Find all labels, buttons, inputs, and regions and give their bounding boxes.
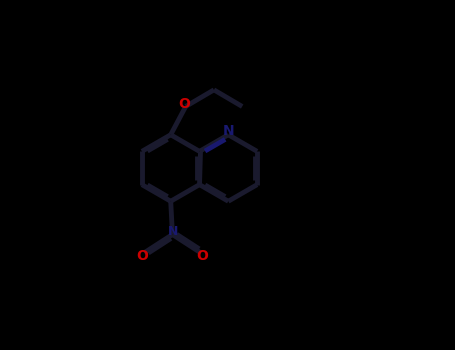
Text: N: N (222, 124, 234, 138)
Text: N: N (168, 225, 179, 238)
Text: O: O (197, 248, 208, 262)
Text: O: O (136, 248, 148, 262)
Text: O: O (178, 97, 190, 111)
